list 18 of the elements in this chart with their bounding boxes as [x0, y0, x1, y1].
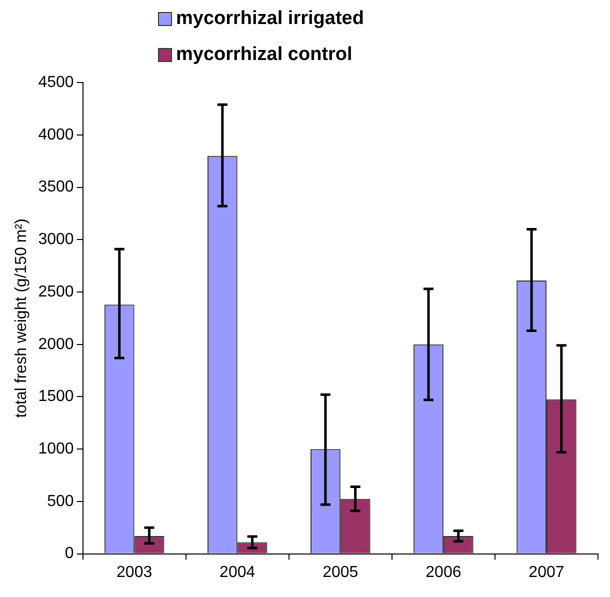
legend-label: mycorrhizal control: [176, 44, 352, 66]
y-tick-label: 2000: [38, 336, 74, 353]
x-tick-label: 2007: [528, 564, 564, 581]
y-tick-label: 1000: [38, 440, 74, 458]
legend-label: mycorrhizal irrigated: [176, 8, 364, 30]
y-tick-label: 4000: [38, 126, 74, 144]
y-axis-title: total fresh weight (g/150 m²): [13, 218, 30, 418]
y-tick-label: 2500: [38, 283, 74, 300]
x-tick-label: 2005: [322, 564, 358, 581]
y-tick-label: 4500: [38, 74, 74, 92]
x-tick-label: 2004: [220, 564, 256, 581]
x-tick-label: 2006: [426, 564, 462, 581]
y-tick-label: 0: [64, 545, 74, 562]
y-tick-label: 3500: [38, 178, 74, 196]
x-tick-label: 2003: [116, 564, 152, 581]
y-tick-label: 3000: [38, 231, 74, 248]
y-tick-label: 500: [47, 492, 74, 510]
y-tick-label: 1500: [38, 388, 74, 406]
